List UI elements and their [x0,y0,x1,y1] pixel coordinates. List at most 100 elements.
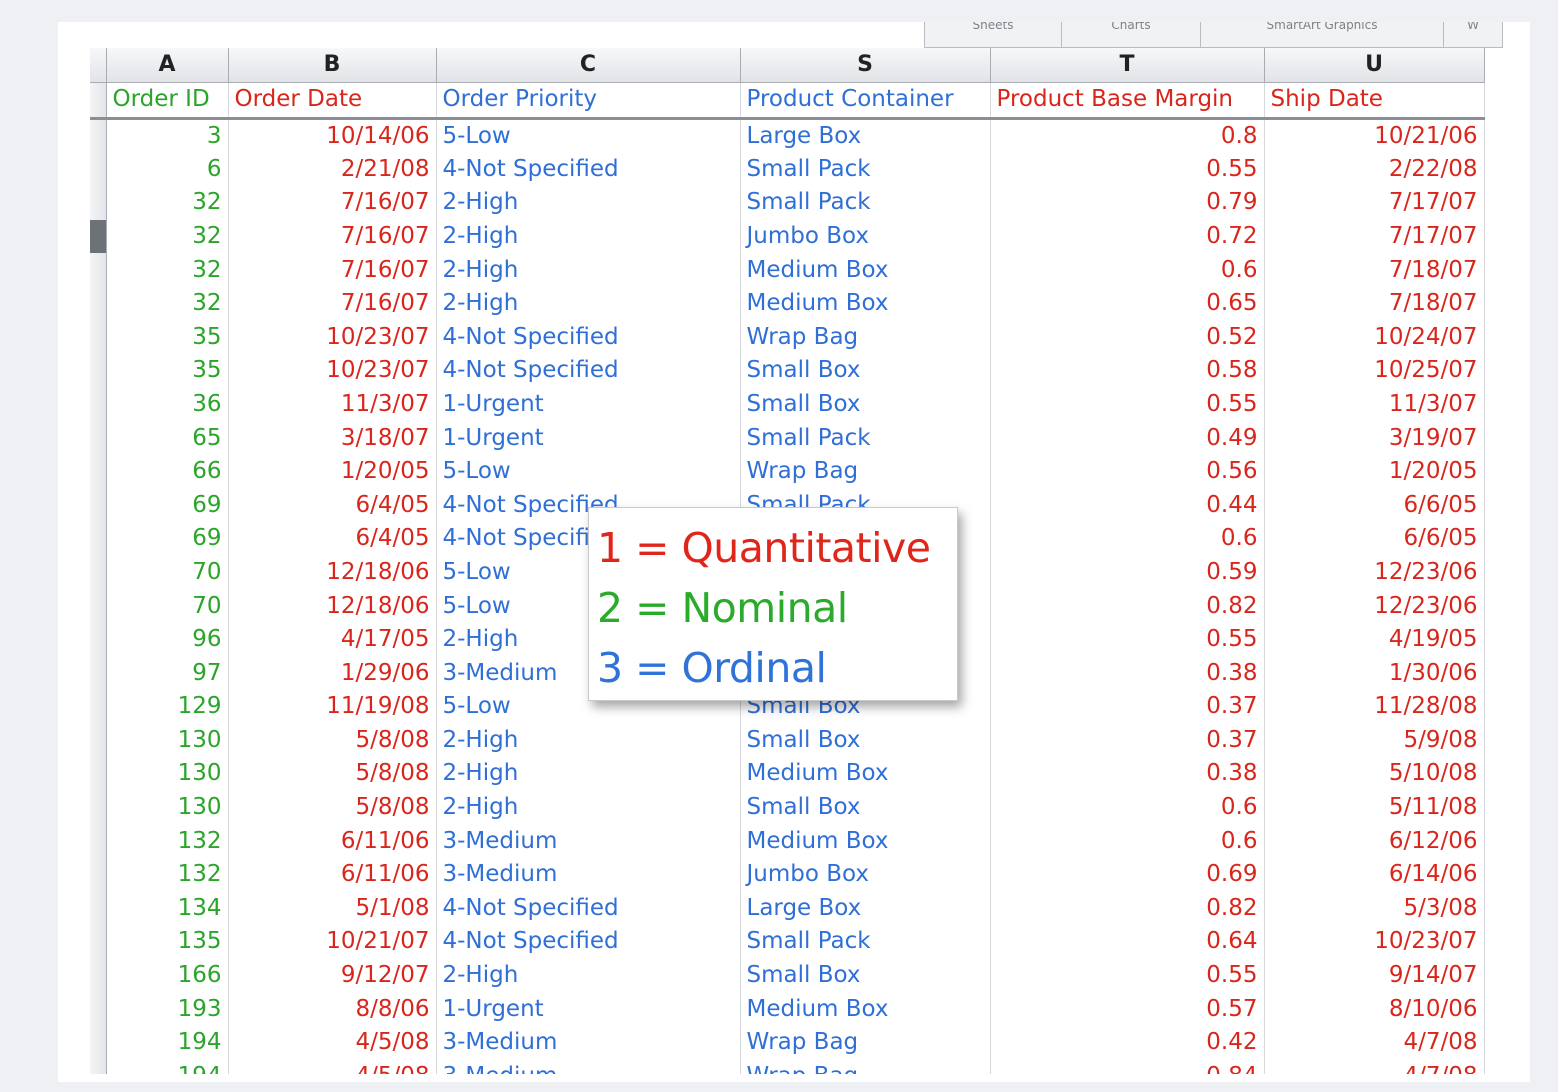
cell-product-base-margin[interactable]: 0.37 [990,690,1265,724]
cell-order-date[interactable]: 7/16/07 [228,286,437,321]
cell-ship-date[interactable]: 4/19/05 [1264,622,1485,657]
cell-product-container[interactable]: Large Box [740,118,991,153]
tab-sheets[interactable]: Sheets [924,22,1062,48]
cell-ship-date[interactable]: 11/3/07 [1264,387,1485,422]
cell-order-priority[interactable]: 4-Not Specified [436,152,741,187]
row-header[interactable] [90,891,107,926]
row-header[interactable] [90,320,107,355]
cell-product-container[interactable]: Small Box [740,790,991,825]
cell-order-priority[interactable]: 4-Not Specified [436,354,741,388]
cell-product-container[interactable]: Small Box [740,387,991,422]
row-header[interactable] [90,522,107,556]
cell-product-container[interactable]: Medium Box [740,992,991,1026]
cell-product-base-margin[interactable]: 0.82 [990,589,1265,623]
row-header[interactable] [90,387,107,422]
column-header-c[interactable]: C [436,48,741,83]
cell-ship-date[interactable]: 7/18/07 [1264,286,1485,321]
cell-order-id[interactable]: 35 [106,354,229,388]
cell-product-container[interactable]: Small Pack [740,925,991,959]
cell-ship-date[interactable]: 12/23/06 [1264,555,1485,590]
row-header[interactable] [90,925,107,959]
row-header[interactable] [90,152,107,187]
cell-product-base-margin[interactable]: 0.55 [990,152,1265,187]
cell-product-base-margin[interactable]: 0.6 [990,522,1265,556]
row-header[interactable] [90,723,107,758]
cell-order-date[interactable]: 7/16/07 [228,186,437,220]
cell-order-priority[interactable]: 5-Low [436,454,741,489]
row-header[interactable] [90,958,107,993]
row-header[interactable] [90,857,107,892]
cell-order-id[interactable]: 193 [106,992,229,1026]
cell-order-priority[interactable]: 3-Medium [436,1025,741,1060]
cell-order-priority[interactable]: 2-High [436,186,741,220]
cell-ship-date[interactable]: 5/3/08 [1264,891,1485,926]
cell-order-id[interactable]: 166 [106,958,229,993]
cell-product-base-margin[interactable]: 0.84 [990,1059,1265,1074]
header-order-id[interactable]: Order ID [106,82,229,120]
cell-product-container[interactable]: Medium Box [740,253,991,287]
cell-order-priority[interactable]: 1-Urgent [436,421,741,455]
spreadsheet-grid[interactable]: A B C S T U Order ID Order Date Order Pr… [90,48,1496,1074]
cell-order-priority[interactable]: 2-High [436,723,741,758]
cell-product-base-margin[interactable]: 0.49 [990,421,1265,455]
cell-product-container[interactable]: Large Box [740,891,991,926]
cell-ship-date[interactable]: 10/24/07 [1264,320,1485,355]
cell-order-date[interactable]: 1/29/06 [228,656,437,690]
cell-order-date[interactable]: 11/19/08 [228,690,437,724]
cell-order-id[interactable]: 32 [106,186,229,220]
cell-product-base-margin[interactable]: 0.55 [990,958,1265,993]
column-header-a[interactable]: A [106,48,229,83]
cell-order-date[interactable]: 6/11/06 [228,824,437,858]
cell-order-date[interactable]: 5/8/08 [228,723,437,758]
cell-product-container[interactable]: Small Box [740,723,991,758]
cell-order-date[interactable]: 10/14/06 [228,118,437,153]
cell-product-base-margin[interactable]: 0.6 [990,790,1265,825]
cell-product-container[interactable]: Wrap Bag [740,320,991,355]
cell-order-date[interactable]: 10/21/07 [228,925,437,959]
row-header[interactable] [90,1025,107,1060]
cell-ship-date[interactable]: 4/7/08 [1264,1059,1485,1074]
cell-product-container[interactable]: Wrap Bag [740,454,991,489]
cell-order-id[interactable]: 32 [106,219,229,254]
cell-product-base-margin[interactable]: 0.59 [990,555,1265,590]
row-header[interactable] [90,286,107,321]
row-header[interactable] [90,1059,107,1074]
tab-smartart-graphics[interactable]: SmartArt Graphics [1200,22,1444,48]
cell-order-date[interactable]: 6/4/05 [228,522,437,556]
tab-more[interactable]: W [1443,22,1503,48]
cell-order-id[interactable]: 65 [106,421,229,455]
cell-order-id[interactable]: 132 [106,824,229,858]
cell-product-base-margin[interactable]: 0.55 [990,387,1265,422]
cell-order-id[interactable]: 70 [106,589,229,623]
cell-product-container[interactable]: Small Pack [740,152,991,187]
cell-order-priority[interactable]: 3-Medium [436,857,741,892]
cell-product-base-margin[interactable]: 0.6 [990,824,1265,858]
cell-order-priority[interactable]: 2-High [436,790,741,825]
cell-order-date[interactable]: 8/8/06 [228,992,437,1026]
cell-ship-date[interactable]: 2/22/08 [1264,152,1485,187]
cell-product-base-margin[interactable]: 0.52 [990,320,1265,355]
cell-order-priority[interactable]: 2-High [436,958,741,993]
cell-order-id[interactable]: 3 [106,118,229,153]
cell-order-id[interactable]: 194 [106,1059,229,1074]
column-header-b[interactable]: B [228,48,437,83]
cell-product-base-margin[interactable]: 0.55 [990,622,1265,657]
cell-product-base-margin[interactable]: 0.82 [990,891,1265,926]
cell-product-base-margin[interactable]: 0.57 [990,992,1265,1026]
cell-order-date[interactable]: 5/8/08 [228,790,437,825]
cell-order-priority[interactable]: 4-Not Specified [436,925,741,959]
cell-order-id[interactable]: 135 [106,925,229,959]
cell-order-date[interactable]: 1/20/05 [228,454,437,489]
cell-product-container[interactable]: Medium Box [740,824,991,858]
cell-product-base-margin[interactable]: 0.6 [990,253,1265,287]
row-header[interactable] [90,589,107,623]
cell-ship-date[interactable]: 6/12/06 [1264,824,1485,858]
cell-order-priority[interactable]: 2-High [436,286,741,321]
cell-order-priority[interactable]: 4-Not Specified [436,891,741,926]
header-product-container[interactable]: Product Container [740,82,991,120]
cell-order-priority[interactable]: 2-High [436,219,741,254]
row-header[interactable] [90,118,107,153]
row-header[interactable] [90,690,107,724]
cell-order-date[interactable]: 12/18/06 [228,555,437,590]
cell-ship-date[interactable]: 4/7/08 [1264,1025,1485,1060]
